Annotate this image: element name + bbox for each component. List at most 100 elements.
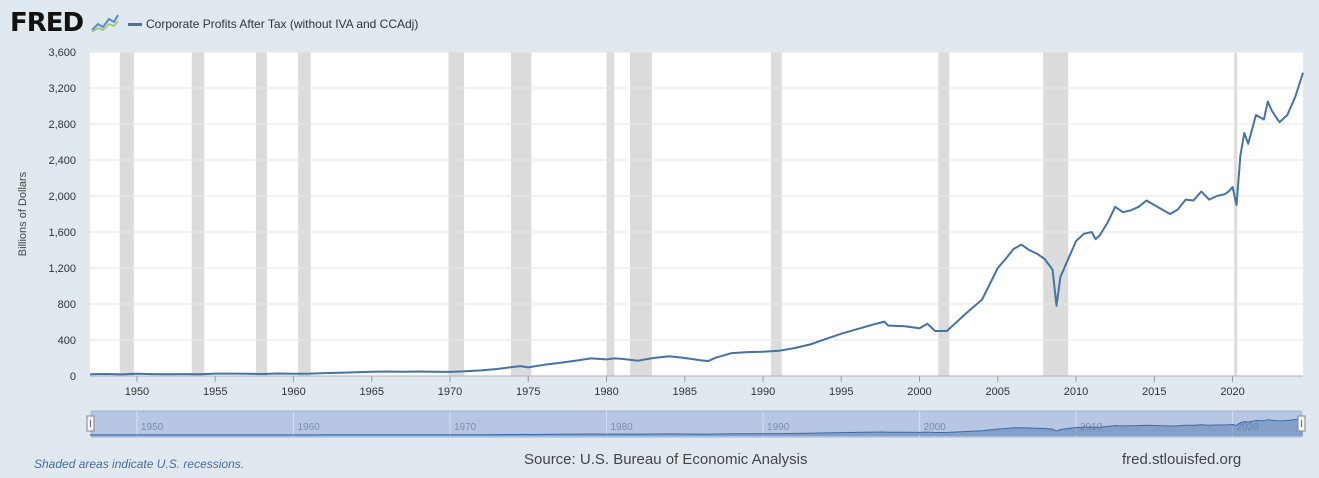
data-point[interactable] [588, 355, 594, 361]
data-point[interactable] [948, 324, 954, 330]
data-point[interactable] [1120, 209, 1126, 215]
fred-logo[interactable]: FRED [10, 8, 84, 38]
data-point[interactable] [384, 369, 390, 375]
data-point[interactable] [212, 371, 218, 377]
data-point[interactable] [760, 349, 766, 355]
data-point[interactable] [228, 371, 234, 377]
data-point[interactable] [1265, 99, 1271, 105]
data-point[interactable] [901, 323, 907, 329]
data-point[interactable] [932, 328, 938, 334]
data-point[interactable] [353, 369, 359, 375]
data-point[interactable] [400, 369, 406, 375]
data-point[interactable] [416, 369, 422, 375]
data-point[interactable] [870, 322, 876, 328]
data-point[interactable] [1042, 256, 1048, 262]
data-point[interactable] [275, 371, 281, 377]
data-point[interactable] [165, 371, 171, 377]
data-point[interactable] [1269, 108, 1275, 114]
data-point[interactable] [1081, 231, 1087, 237]
data-point[interactable] [103, 371, 109, 377]
data-point[interactable] [1175, 207, 1181, 213]
data-point[interactable] [494, 366, 500, 372]
data-point[interactable] [1190, 198, 1196, 204]
data-point[interactable] [1136, 204, 1142, 210]
data-point[interactable] [517, 363, 523, 369]
range-navigator[interactable]: 19501960197019801990200020102020 [86, 410, 1306, 438]
line-chart[interactable]: 0 400 800 1,200 1,600 2,000 2,400 2,800 3,200 3,6… [0, 0, 1319, 450]
data-point[interactable] [1237, 153, 1243, 159]
data-point[interactable] [1253, 112, 1259, 118]
data-point[interactable] [744, 349, 750, 355]
data-point[interactable] [150, 371, 156, 377]
data-point[interactable] [87, 371, 93, 377]
data-point[interactable] [1128, 207, 1134, 213]
data-point[interactable] [964, 310, 970, 316]
data-point[interactable] [729, 350, 735, 356]
data-point[interactable] [1026, 247, 1032, 253]
data-point[interactable] [118, 371, 124, 377]
data-point[interactable] [713, 355, 719, 361]
data-point[interactable] [1003, 256, 1009, 262]
data-point[interactable] [1018, 242, 1024, 248]
data-point[interactable] [1050, 267, 1056, 273]
fred-site-link[interactable]: fred.stlouisfed.org [1122, 451, 1242, 468]
data-point[interactable] [572, 358, 578, 364]
data-point[interactable] [917, 325, 923, 331]
data-point[interactable] [635, 358, 641, 364]
data-point[interactable] [259, 371, 265, 377]
data-point[interactable] [431, 369, 437, 375]
data-point[interactable] [885, 323, 891, 329]
data-point[interactable] [1241, 130, 1247, 136]
data-point[interactable] [1073, 238, 1079, 244]
data-point[interactable] [1144, 198, 1150, 204]
data-point[interactable] [705, 358, 711, 364]
data-point[interactable] [1057, 274, 1063, 280]
data-point[interactable] [1089, 229, 1095, 235]
data-point[interactable] [369, 369, 375, 375]
data-point[interactable] [776, 348, 782, 354]
data-point[interactable] [478, 367, 484, 373]
data-point[interactable] [1292, 94, 1298, 100]
data-point[interactable] [1183, 197, 1189, 203]
data-point[interactable] [1300, 70, 1306, 76]
data-point[interactable] [337, 370, 343, 376]
data-point[interactable] [651, 355, 657, 361]
data-point[interactable] [1230, 184, 1236, 190]
data-point[interactable] [611, 355, 617, 361]
data-point[interactable] [838, 331, 844, 337]
data-point[interactable] [525, 364, 531, 370]
data-point[interactable] [1206, 197, 1212, 203]
data-point[interactable] [995, 265, 1001, 271]
data-point[interactable] [682, 355, 688, 361]
data-point[interactable] [1226, 189, 1232, 195]
data-point[interactable] [791, 345, 797, 351]
data-point[interactable] [322, 370, 328, 376]
data-point[interactable] [979, 297, 985, 303]
data-point[interactable] [1245, 141, 1251, 147]
data-point[interactable] [557, 360, 563, 366]
data-point[interactable] [1010, 246, 1016, 252]
data-point[interactable] [134, 371, 140, 377]
data-point[interactable] [854, 326, 860, 332]
data-point[interactable] [1234, 202, 1240, 208]
data-point[interactable] [1097, 233, 1103, 239]
data-point[interactable] [1065, 256, 1071, 262]
data-point[interactable] [1167, 211, 1173, 217]
data-point[interactable] [306, 371, 312, 377]
data-point[interactable] [197, 371, 203, 377]
data-point[interactable] [244, 371, 250, 377]
data-point[interactable] [1261, 117, 1267, 123]
data-point[interactable] [463, 368, 469, 374]
data-point[interactable] [1054, 303, 1060, 309]
data-point[interactable] [666, 353, 672, 359]
data-point[interactable] [1159, 207, 1165, 213]
data-point[interactable] [1104, 220, 1110, 226]
data-point[interactable] [1214, 193, 1220, 199]
data-point[interactable] [1034, 251, 1040, 257]
data-point[interactable] [697, 357, 703, 363]
data-point[interactable] [604, 356, 610, 362]
data-point[interactable] [807, 342, 813, 348]
data-point[interactable] [619, 356, 625, 362]
data-point[interactable] [1284, 112, 1290, 118]
data-point[interactable] [541, 362, 547, 368]
